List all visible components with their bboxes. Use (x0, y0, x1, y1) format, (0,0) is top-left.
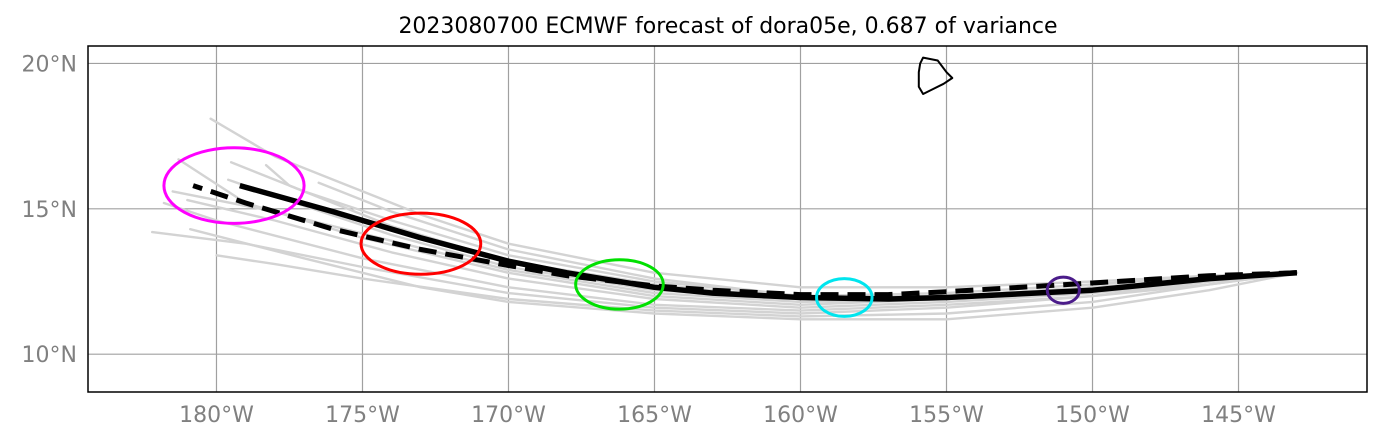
coastline-island (917, 56, 954, 95)
lon-tick-label: 175°W (325, 403, 400, 428)
ensemble-member-track (215, 254, 1299, 318)
axis-tick-labels: 180°W 175°W 170°W 165°W 160°W 155°W 150°W 145°W… (22, 52, 1277, 428)
uncertainty-ellipse (815, 277, 874, 318)
lon-tick-label: 165°W (617, 403, 692, 428)
ensemble-member-track (162, 201, 1299, 312)
ensemble-member-track (186, 198, 1299, 309)
gridlines (88, 46, 1367, 392)
lat-tick-label: 10°N (22, 343, 77, 368)
solid-track-line (239, 182, 1298, 302)
ensemble-member-track (189, 228, 1299, 321)
map-title: 2023080700 ECMWF forecast of dora05e, 0.… (398, 14, 1057, 39)
lon-tick-label: 160°W (763, 403, 838, 428)
plot-area (151, 56, 1299, 321)
lon-tick-label: 180°W (179, 403, 254, 428)
uncertainty-ellipse (162, 146, 306, 225)
uncertainty-ellipse (359, 211, 483, 276)
lon-tick-label: 170°W (471, 403, 546, 428)
uncertainty-ellipse (1045, 275, 1081, 305)
map-frame (87, 45, 1368, 393)
ensemble-member-track (151, 230, 1299, 315)
uncertainty-ellipse (574, 258, 665, 311)
lat-tick-label: 15°N (22, 198, 77, 223)
lat-tick-label: 20°N (22, 52, 77, 77)
lon-tick-label: 145°W (1201, 403, 1276, 428)
lon-tick-label: 155°W (909, 403, 984, 428)
lon-tick-label: 150°W (1055, 403, 1130, 428)
dashed-track-line (192, 183, 1297, 298)
